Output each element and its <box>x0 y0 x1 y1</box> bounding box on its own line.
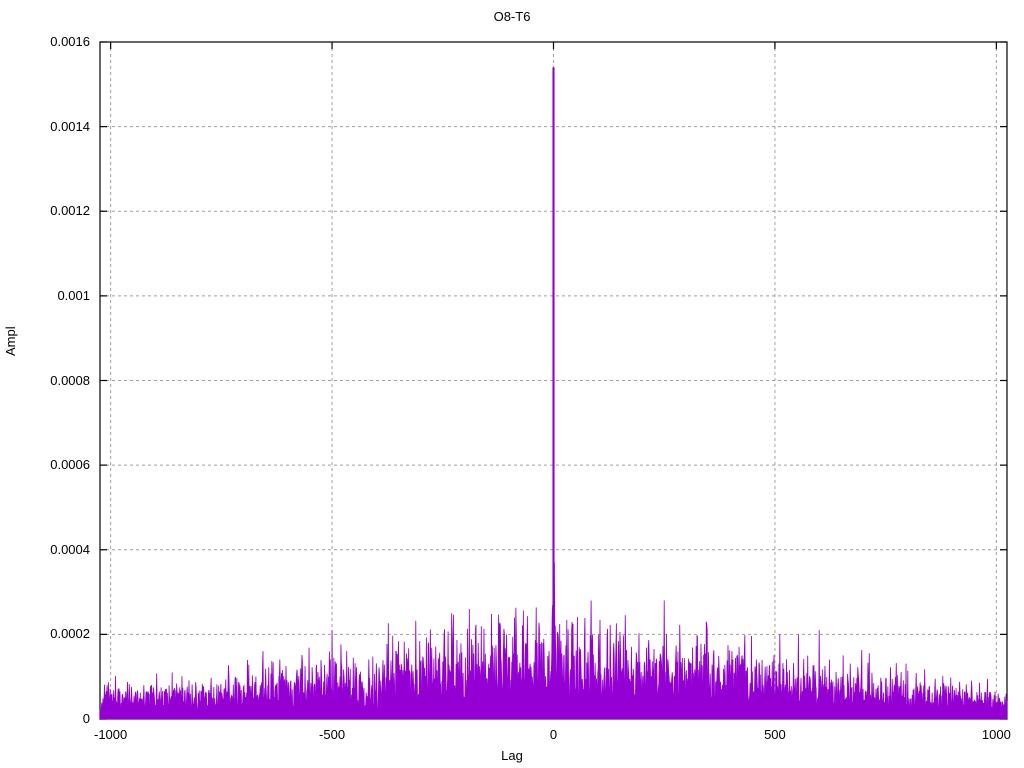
x-tick-label: 500 <box>764 727 786 742</box>
x-tick-label: -1000 <box>94 727 128 742</box>
y-tick-label: 0 <box>82 711 90 726</box>
y-tick-label: 0.0016 <box>50 34 90 49</box>
x-tick-label: 1000 <box>981 727 1011 742</box>
y-tick-label: 0.0004 <box>50 541 90 557</box>
y-tick-label: 0.0014 <box>50 118 90 134</box>
data-series-trace <box>99 67 1008 720</box>
y-tick-label: 0.0002 <box>50 626 90 642</box>
y-tick-label: 0.001 <box>57 287 90 303</box>
y-tick-label: 0.0012 <box>50 203 90 219</box>
x-axis-label: Lag <box>501 748 523 763</box>
y-tick-label: 0.0006 <box>50 457 90 473</box>
x-tick-label: 0 <box>549 727 558 742</box>
axis-ticks <box>100 41 1007 720</box>
chart-title: O8-T6 <box>493 9 531 24</box>
y-tick-label: 0.0008 <box>50 372 90 388</box>
x-tick-label: -500 <box>319 727 346 742</box>
gridlines <box>100 42 1007 719</box>
